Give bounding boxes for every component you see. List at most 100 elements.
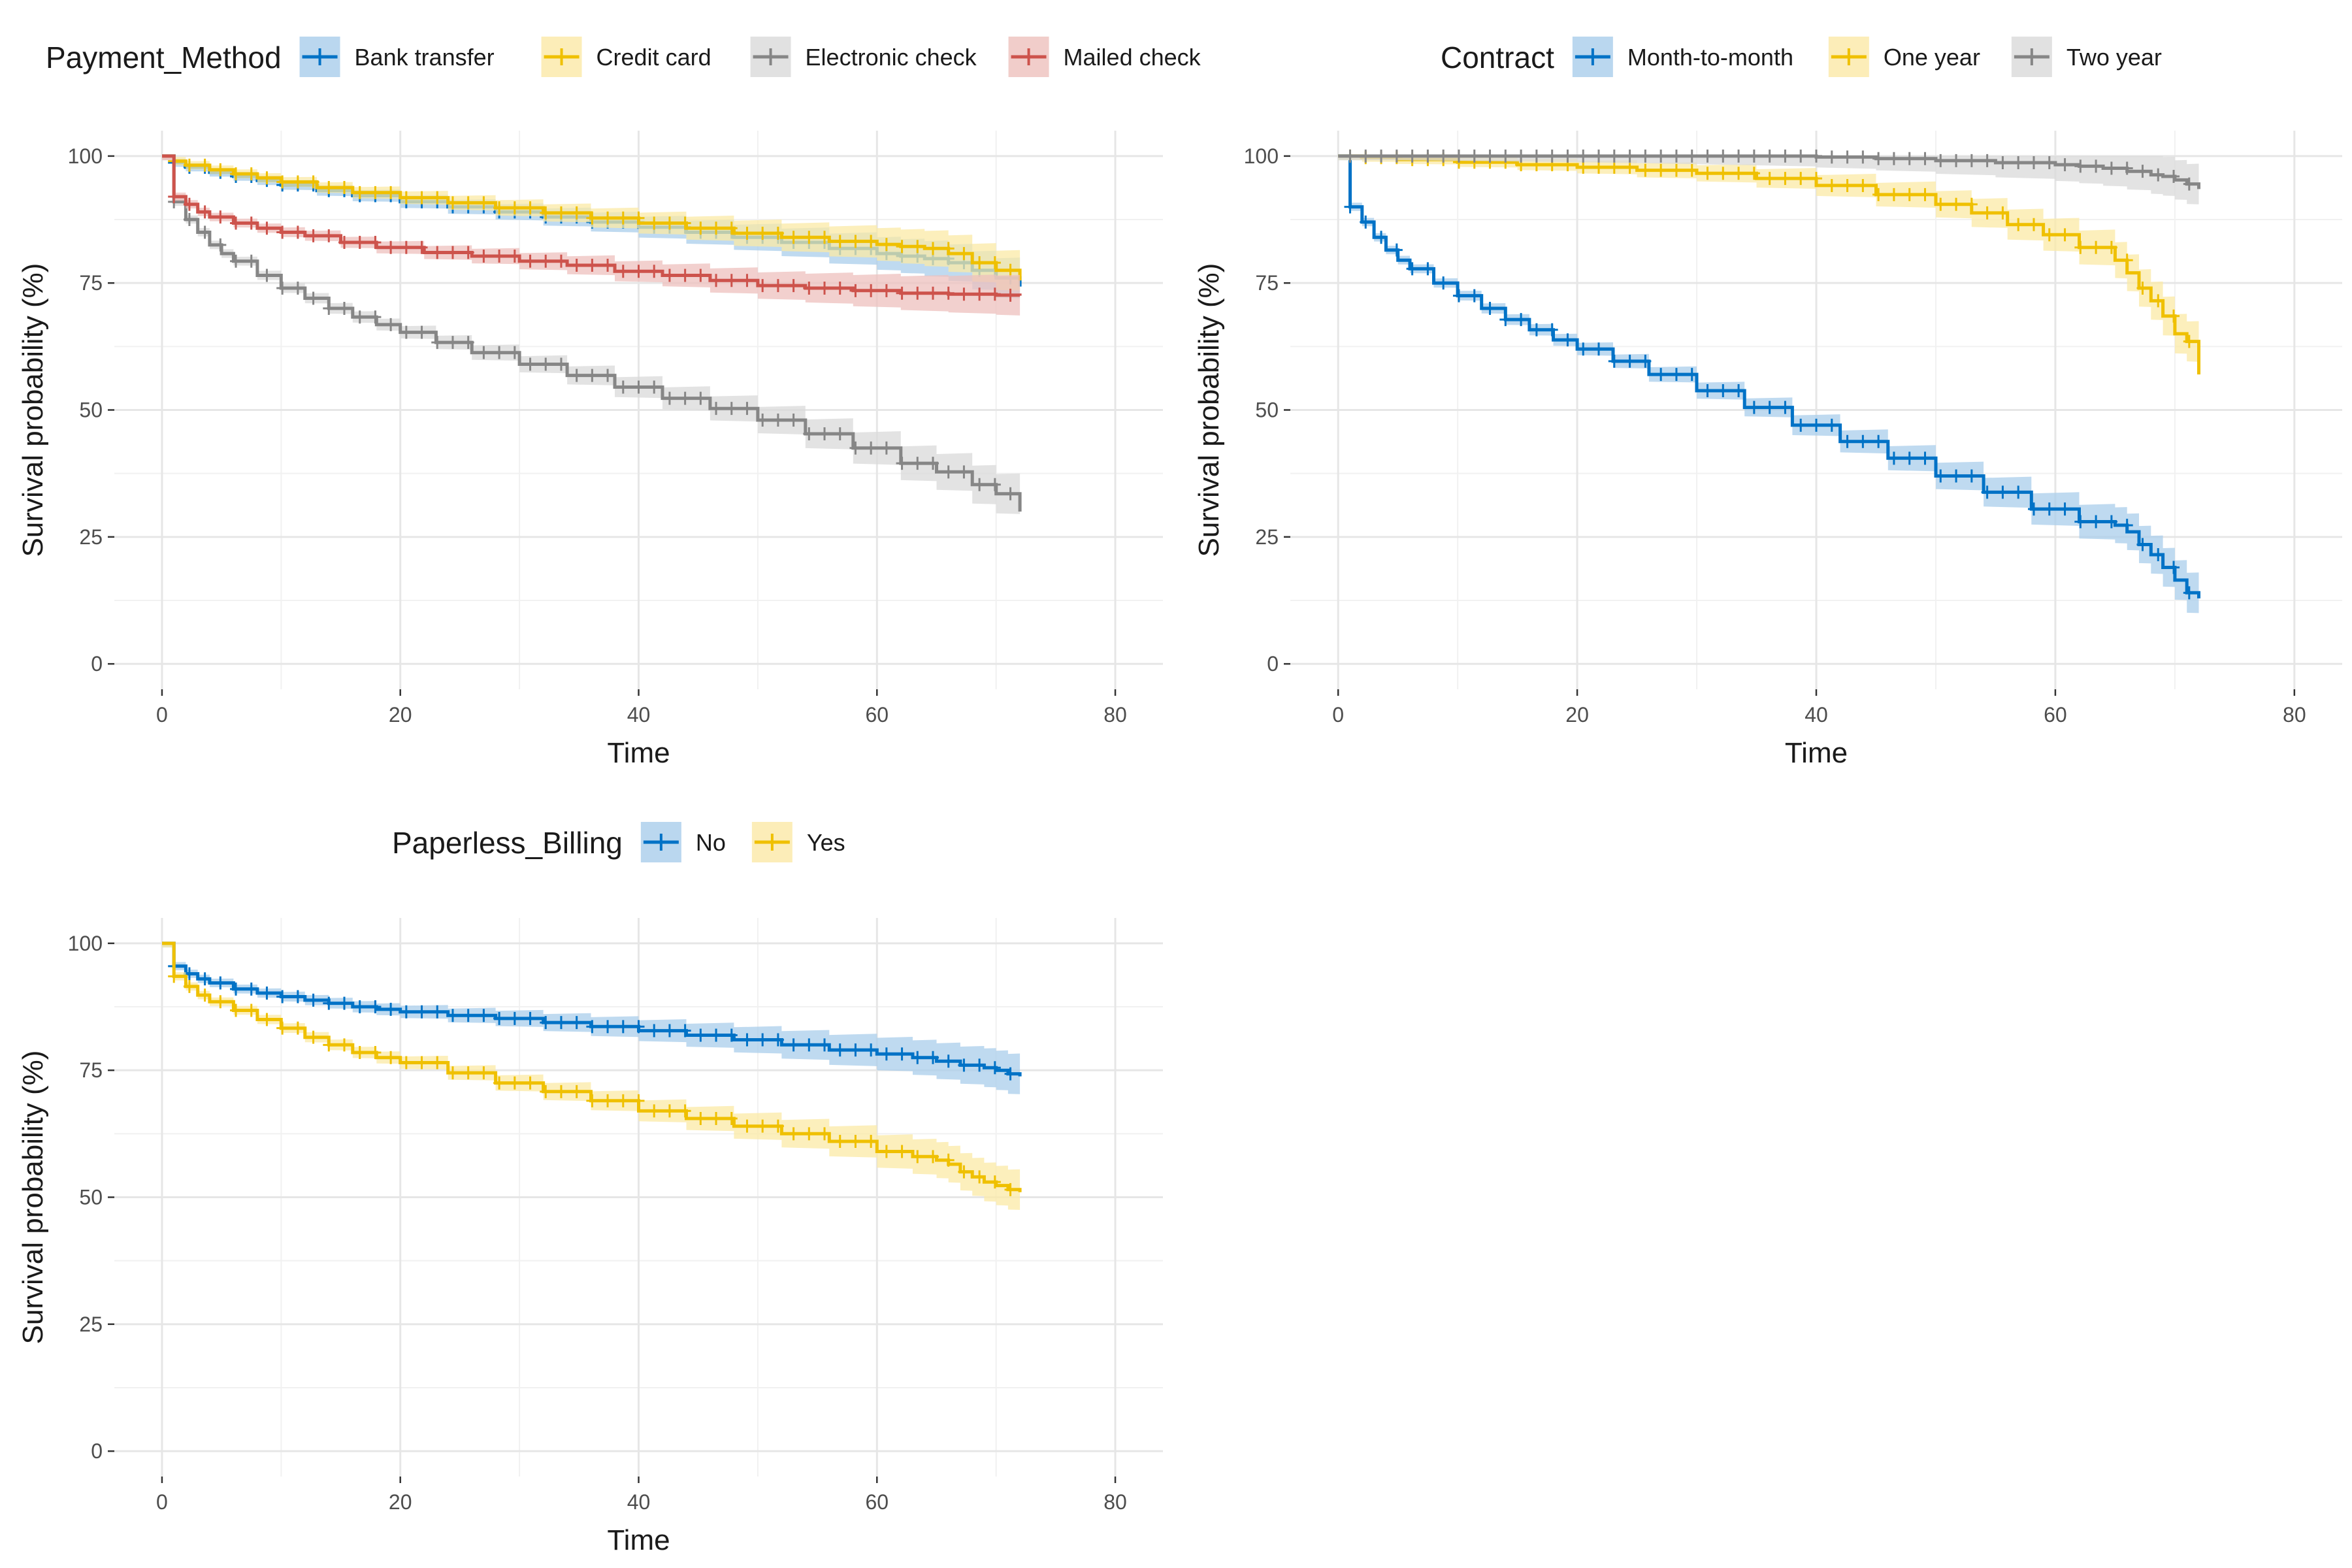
censor-mark [1686,163,1698,177]
censor-mark [725,1112,738,1126]
censor-mark [741,402,753,416]
censor-mark [1763,149,1776,163]
censor-mark [1360,215,1372,229]
censor-mark [1950,154,1963,167]
censor-mark [1608,149,1620,163]
censor-mark [632,380,645,394]
legend-label: Bank transfer [355,44,495,71]
censor-mark [291,281,304,295]
legend-label: Yes [807,829,845,856]
censor-mark [1872,434,1885,448]
censor-mark [276,990,289,1004]
censor-mark [787,414,800,427]
censor-mark [1763,172,1776,186]
censor-mark [896,1047,908,1061]
censor-mark [1530,323,1543,336]
censor-mark [1841,434,1854,448]
censor-mark [555,206,567,220]
censor-mark [1004,1067,1017,1081]
censor-mark [291,1021,304,1035]
censor-mark [1779,149,1791,163]
censor-mark [199,158,211,172]
censor-mark [1857,178,1869,192]
censor-mark [2043,228,2055,242]
censor-mark [214,976,227,990]
censor-mark [648,1024,661,1037]
censor-mark [307,229,319,242]
censor-mark [2152,294,2164,308]
censor-mark [2090,240,2102,254]
censor-mark [478,196,490,210]
censor-mark [834,1043,846,1057]
censor-mark [632,211,645,225]
censor-mark [803,427,815,441]
censor-mark [1515,313,1527,327]
censor-mark [725,221,738,235]
y-tick-label: 50 [1255,399,1279,422]
censor-mark [214,210,227,224]
censor-mark [1795,172,1807,186]
censor-mark [648,216,661,230]
censor-mark [1375,231,1388,244]
censor-mark [911,457,924,470]
censor-mark [199,205,211,219]
censor-mark [431,336,444,350]
censor-mark [2059,228,2071,242]
censor-mark [803,1127,815,1141]
censor-mark [787,1038,800,1052]
x-tick-label: 0 [1332,703,1344,727]
legend-item-credit-card: Credit card [541,37,711,77]
censor-mark [1655,163,1667,177]
censor-mark [1639,149,1652,163]
censor-mark [230,167,242,181]
censor-mark [741,1119,753,1133]
censor-mark [911,1051,924,1064]
censor-mark [1004,288,1017,302]
chart-1-series-credit-card [162,154,1022,301]
censor-mark [865,1043,877,1057]
censor-mark [540,357,552,371]
censor-mark [400,1056,412,1070]
censor-mark [586,368,598,382]
censor-mark [2043,502,2055,516]
censor-mark [1965,469,1978,483]
censor-mark [431,191,444,204]
censor-mark [307,291,319,305]
censor-mark [2136,538,2149,551]
censor-mark [2152,168,2164,182]
censor-mark [385,1051,397,1064]
censor-mark [973,478,986,491]
censor-mark [880,1047,892,1061]
censor-mark [1577,149,1590,163]
chart-3-series-yes [162,941,1022,1213]
x-tick-label: 60 [865,703,889,727]
censor-mark [214,163,227,176]
censor-mark [524,201,536,215]
censor-mark [1593,160,1605,174]
censor-mark [1841,178,1854,192]
censor-mark [849,235,862,248]
censor-mark [865,441,877,455]
censor-mark [1004,487,1017,500]
censor-mark [710,221,723,235]
censor-mark [245,216,257,230]
censor-mark [834,281,846,295]
y-tick-label: 0 [91,1439,103,1463]
censor-mark [199,225,211,239]
censor-mark [586,1094,598,1107]
censor-mark [602,211,614,225]
censor-mark [1935,469,1947,483]
censor-mark [2012,485,2025,499]
censor-mark [1950,197,1963,211]
censor-mark [1670,149,1682,163]
censor-mark [2027,155,2040,169]
censor-mark [880,1145,892,1158]
censor-mark [1624,354,1636,368]
chart-3-legend: Paperless_Billing No Yes [392,822,845,862]
censor-mark [988,1175,1001,1189]
censor-mark [555,357,567,371]
censor-mark [493,346,506,359]
chart-3-series-no-censor-marks [168,959,1017,1081]
censor-mark [2059,158,2071,172]
censor-mark [741,274,753,287]
